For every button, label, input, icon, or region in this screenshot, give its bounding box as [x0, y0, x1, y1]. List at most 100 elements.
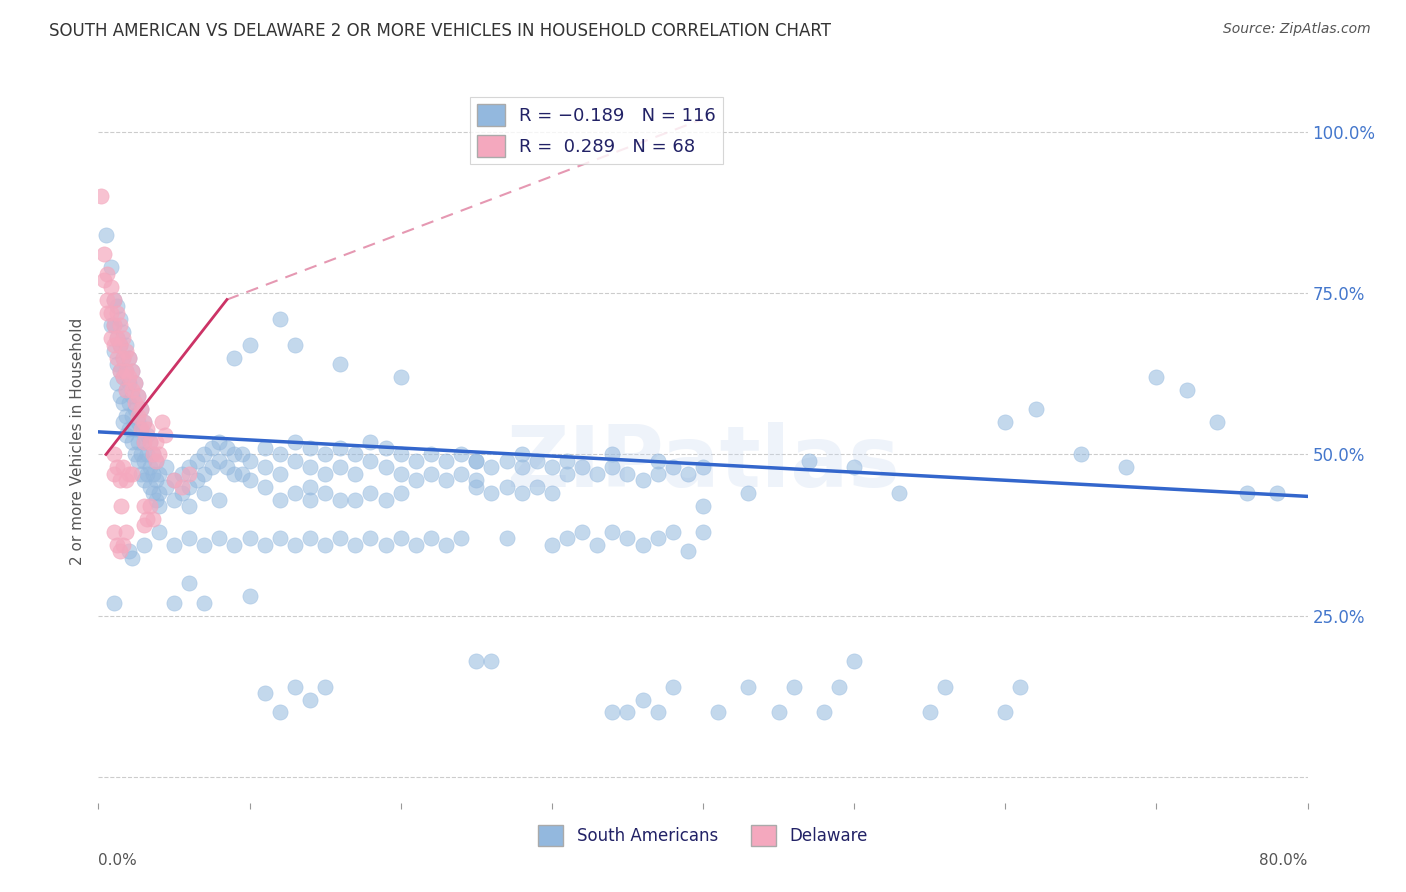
Point [420, 531, 443, 545]
Point [329, 460, 352, 475]
Point [108, 312, 131, 326]
Text: ZIPatlas: ZIPatlas [506, 422, 900, 505]
Point [114, 363, 136, 377]
Point [602, 460, 624, 475]
Point [108, 363, 131, 377]
Point [465, 654, 488, 668]
Point [239, 590, 262, 604]
Point [344, 538, 367, 552]
Point [647, 454, 669, 468]
Point [100, 331, 122, 345]
Point [526, 454, 548, 468]
Point [179, 531, 201, 545]
Point [707, 706, 730, 720]
Point [450, 467, 472, 481]
Point [344, 492, 367, 507]
Point [135, 447, 157, 461]
Point [132, 499, 155, 513]
Point [148, 524, 170, 539]
Point [103, 318, 125, 333]
Point [108, 389, 131, 403]
Point [737, 680, 759, 694]
Point [813, 706, 835, 720]
Point [737, 486, 759, 500]
Point [114, 383, 136, 397]
Point [179, 499, 201, 513]
Point [828, 680, 851, 694]
Point [329, 531, 352, 545]
Point [434, 538, 457, 552]
Point [231, 467, 253, 481]
Point [284, 454, 307, 468]
Point [145, 492, 167, 507]
Point [132, 538, 155, 552]
Point [111, 415, 134, 429]
Point [389, 447, 412, 461]
Point [103, 447, 125, 461]
Point [465, 454, 488, 468]
Point [465, 473, 488, 487]
Point [616, 467, 638, 481]
Text: 0.0%: 0.0% [98, 854, 138, 869]
Point [692, 499, 714, 513]
Point [434, 454, 457, 468]
Point [631, 538, 654, 552]
Point [142, 512, 165, 526]
Text: Source: ZipAtlas.com: Source: ZipAtlas.com [1223, 22, 1371, 37]
Point [111, 460, 134, 475]
Point [465, 454, 488, 468]
Point [111, 351, 134, 365]
Point [299, 492, 322, 507]
Point [121, 363, 143, 377]
Point [118, 396, 141, 410]
Point [114, 473, 136, 487]
Point [93, 273, 115, 287]
Point [163, 492, 186, 507]
Point [127, 415, 149, 429]
Point [239, 454, 262, 468]
Point [103, 293, 125, 307]
Point [1024, 402, 1046, 417]
Point [193, 538, 215, 552]
Point [481, 654, 503, 668]
Point [253, 686, 276, 700]
Point [103, 293, 125, 307]
Point [215, 441, 238, 455]
Legend: South Americans, Delaware: South Americans, Delaware [531, 819, 875, 852]
Point [208, 492, 231, 507]
Point [108, 338, 131, 352]
Point [253, 460, 276, 475]
Point [314, 486, 336, 500]
Point [420, 447, 443, 461]
Point [768, 706, 790, 720]
Point [105, 357, 128, 371]
Point [135, 422, 157, 436]
Point [145, 454, 167, 468]
Point [540, 538, 562, 552]
Point [208, 531, 231, 545]
Point [129, 402, 152, 417]
Point [111, 370, 134, 384]
Point [193, 467, 215, 481]
Point [105, 305, 128, 319]
Point [201, 460, 224, 475]
Point [360, 486, 382, 500]
Point [389, 467, 412, 481]
Point [224, 538, 246, 552]
Point [163, 473, 186, 487]
Text: SOUTH AMERICAN VS DELAWARE 2 OR MORE VEHICLES IN HOUSEHOLD CORRELATION CHART: SOUTH AMERICAN VS DELAWARE 2 OR MORE VEH… [49, 22, 831, 40]
Point [124, 422, 146, 436]
Point [602, 706, 624, 720]
Point [299, 460, 322, 475]
Point [150, 415, 173, 429]
Point [239, 338, 262, 352]
Point [405, 473, 427, 487]
Point [692, 460, 714, 475]
Point [994, 706, 1017, 720]
Point [105, 460, 128, 475]
Point [215, 460, 238, 475]
Point [269, 706, 291, 720]
Point [108, 363, 131, 377]
Point [344, 447, 367, 461]
Point [314, 447, 336, 461]
